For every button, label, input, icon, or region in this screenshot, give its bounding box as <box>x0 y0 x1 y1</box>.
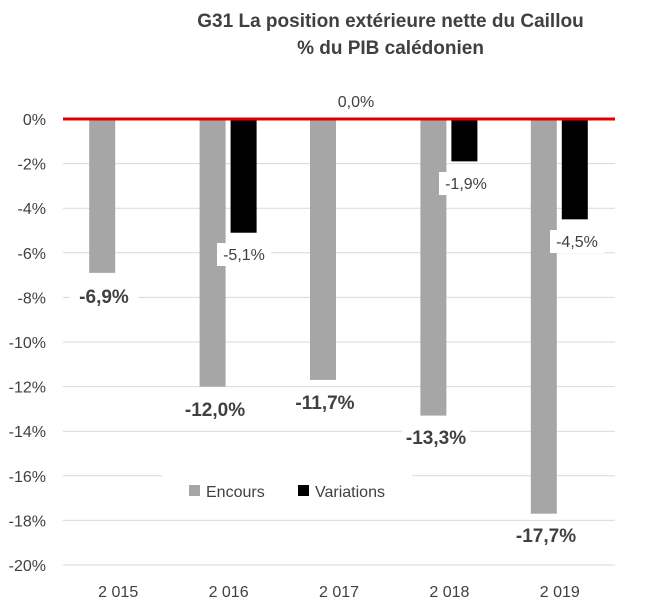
legend-box <box>162 475 412 505</box>
legend-label-variations: Variations <box>315 484 385 501</box>
data-label-bg <box>439 172 493 195</box>
y-tick-label: -16% <box>9 469 46 486</box>
x-tick-label: 2 016 <box>209 584 249 601</box>
data-label-bg <box>550 230 604 253</box>
data-label-variations: -1,9% <box>445 176 487 193</box>
data-label-bg <box>217 243 271 266</box>
data-label-variations: -4,5% <box>556 234 598 251</box>
x-tick-label: 2 018 <box>429 584 469 601</box>
y-tick-label: -18% <box>9 513 46 530</box>
data-label-variations: -5,1% <box>223 247 265 264</box>
data-label-encours: -17,7% <box>516 526 576 547</box>
data-label-bg <box>181 396 249 422</box>
chart-subtitle: % du PIB calédonien <box>297 38 484 59</box>
x-tick-label: 2 015 <box>98 584 138 601</box>
bar-encours <box>310 119 336 380</box>
chart-title-line1: G31 La position extérieure nette du Cail… <box>197 11 584 32</box>
data-label-encours: -6,9% <box>79 287 129 308</box>
y-tick-label: -6% <box>18 246 46 263</box>
bar-variations <box>561 119 588 220</box>
y-tick-label: -20% <box>9 558 46 575</box>
data-label-bg <box>70 283 138 309</box>
data-label-encours: -13,3% <box>406 428 466 449</box>
y-tick-label: -10% <box>9 335 46 352</box>
y-tick-label: -12% <box>9 380 46 397</box>
bar-variations <box>230 119 257 233</box>
data-label-variations: 0,0% <box>338 94 374 111</box>
y-tick-label: -8% <box>18 290 46 307</box>
legend-swatch-encours <box>189 485 200 496</box>
legend-swatch-variations <box>298 485 309 496</box>
bar-encours <box>530 119 557 514</box>
y-tick-label: -14% <box>9 424 46 441</box>
y-tick-label: 0% <box>23 112 46 129</box>
data-label-encours: -11,7% <box>295 393 354 414</box>
y-tick-label: -2% <box>18 157 46 174</box>
data-label-bg <box>291 389 359 415</box>
y-tick-label: -4% <box>18 201 46 218</box>
bar-encours <box>420 119 447 416</box>
data-label-encours: -12,0% <box>185 400 245 421</box>
bar-encours <box>89 119 116 273</box>
x-tick-label: 2 019 <box>540 584 580 601</box>
legend-label-encours: Encours <box>206 484 265 501</box>
data-label-bg <box>512 522 580 548</box>
data-label-bg <box>329 90 383 113</box>
bar-variations <box>451 119 478 162</box>
data-label-bg <box>402 424 470 450</box>
x-tick-label: 2 017 <box>319 584 359 601</box>
chart-title: G31 La position extérieure nette du Cail… <box>0 8 661 62</box>
